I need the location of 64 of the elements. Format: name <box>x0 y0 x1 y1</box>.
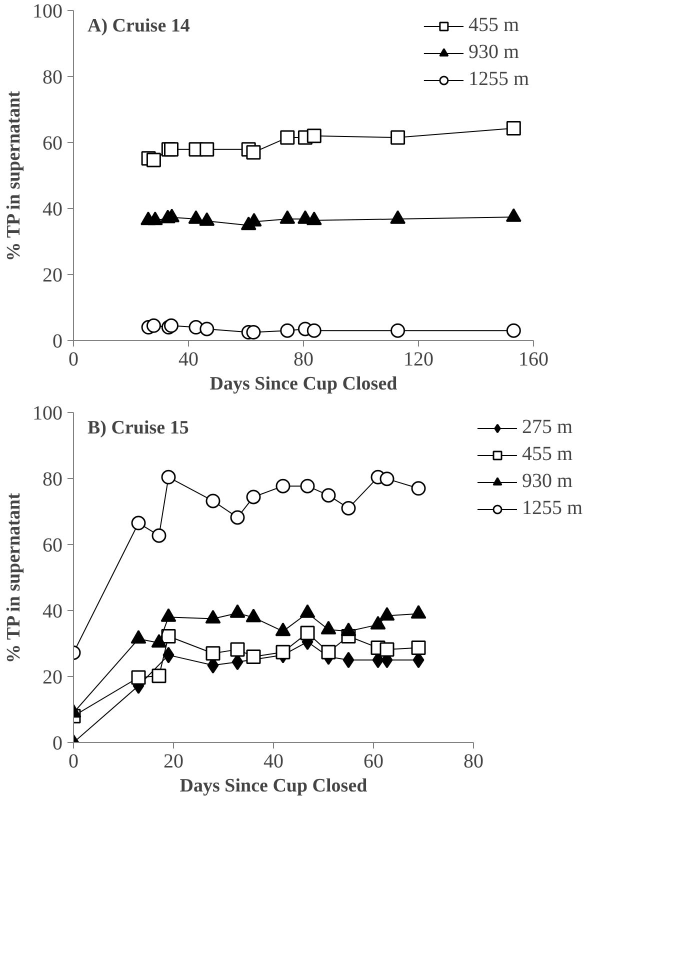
y-tick-label: 0 <box>52 732 62 754</box>
point <box>321 488 336 503</box>
x-tick-label: 160 <box>518 348 548 370</box>
point <box>342 652 354 668</box>
x-tick-label: 80 <box>294 348 314 370</box>
point <box>131 670 146 685</box>
point <box>246 145 261 160</box>
x-tick-label: 120 <box>404 348 434 370</box>
point <box>390 130 406 145</box>
point <box>246 649 261 664</box>
y-tick-label: 80 <box>42 66 62 88</box>
legend-label: 930 m <box>522 470 573 493</box>
point <box>152 668 166 684</box>
point <box>246 490 261 504</box>
point <box>206 646 220 661</box>
point <box>200 142 214 157</box>
point <box>380 642 394 657</box>
point <box>276 644 290 660</box>
y-tick-label: 60 <box>42 132 62 154</box>
x-axis-title: Days Since Cup Closed <box>210 374 398 394</box>
point <box>321 644 336 660</box>
chart-title: B) Cruise 15 <box>88 418 189 438</box>
point <box>164 142 178 157</box>
x-tick-label: 0 <box>68 348 78 370</box>
y-tick-label: 100 <box>32 0 62 22</box>
point <box>300 626 315 640</box>
point <box>206 494 220 508</box>
y-tick-label: 60 <box>42 534 62 556</box>
y-tick-label: 20 <box>42 666 62 688</box>
y-tick-label: 0 <box>52 330 62 352</box>
y-axis-title: % TP in supernatant <box>4 90 24 262</box>
y-tick-label: 20 <box>42 264 62 286</box>
x-axis-title: Days Since Cup Closed <box>180 776 368 796</box>
point <box>306 323 322 338</box>
legend-label: 455 m <box>522 443 573 466</box>
x-tick-label: 0 <box>68 750 78 772</box>
point <box>164 318 178 333</box>
x-tick-label: 40 <box>178 348 198 370</box>
point <box>506 121 521 136</box>
y-tick-label: 40 <box>42 198 62 220</box>
point <box>280 130 295 145</box>
x-tick-label: 20 <box>164 750 184 772</box>
point <box>146 152 161 168</box>
legend-label: 1255 m <box>468 68 529 91</box>
point <box>146 318 161 333</box>
point <box>200 322 214 336</box>
x-tick-label: 80 <box>464 750 484 772</box>
legend-label: 455 m <box>468 14 519 37</box>
y-axis-title: % TP in supernatant <box>4 492 24 664</box>
x-tick-label: 40 <box>264 750 284 772</box>
point <box>246 325 261 340</box>
legend-label: 930 m <box>468 41 519 64</box>
legend-label: 275 m <box>522 416 573 439</box>
y-tick-label: 100 <box>32 402 62 424</box>
y-tick-label: 40 <box>42 600 62 622</box>
y-tick-label: 80 <box>42 468 62 490</box>
point <box>230 510 245 525</box>
legend-label: 1255 m <box>522 497 583 520</box>
chart-title: A) Cruise 14 <box>88 16 190 36</box>
point <box>230 642 245 657</box>
x-tick-label: 60 <box>364 750 384 772</box>
point <box>380 472 394 486</box>
point <box>162 646 174 664</box>
point <box>306 128 322 144</box>
